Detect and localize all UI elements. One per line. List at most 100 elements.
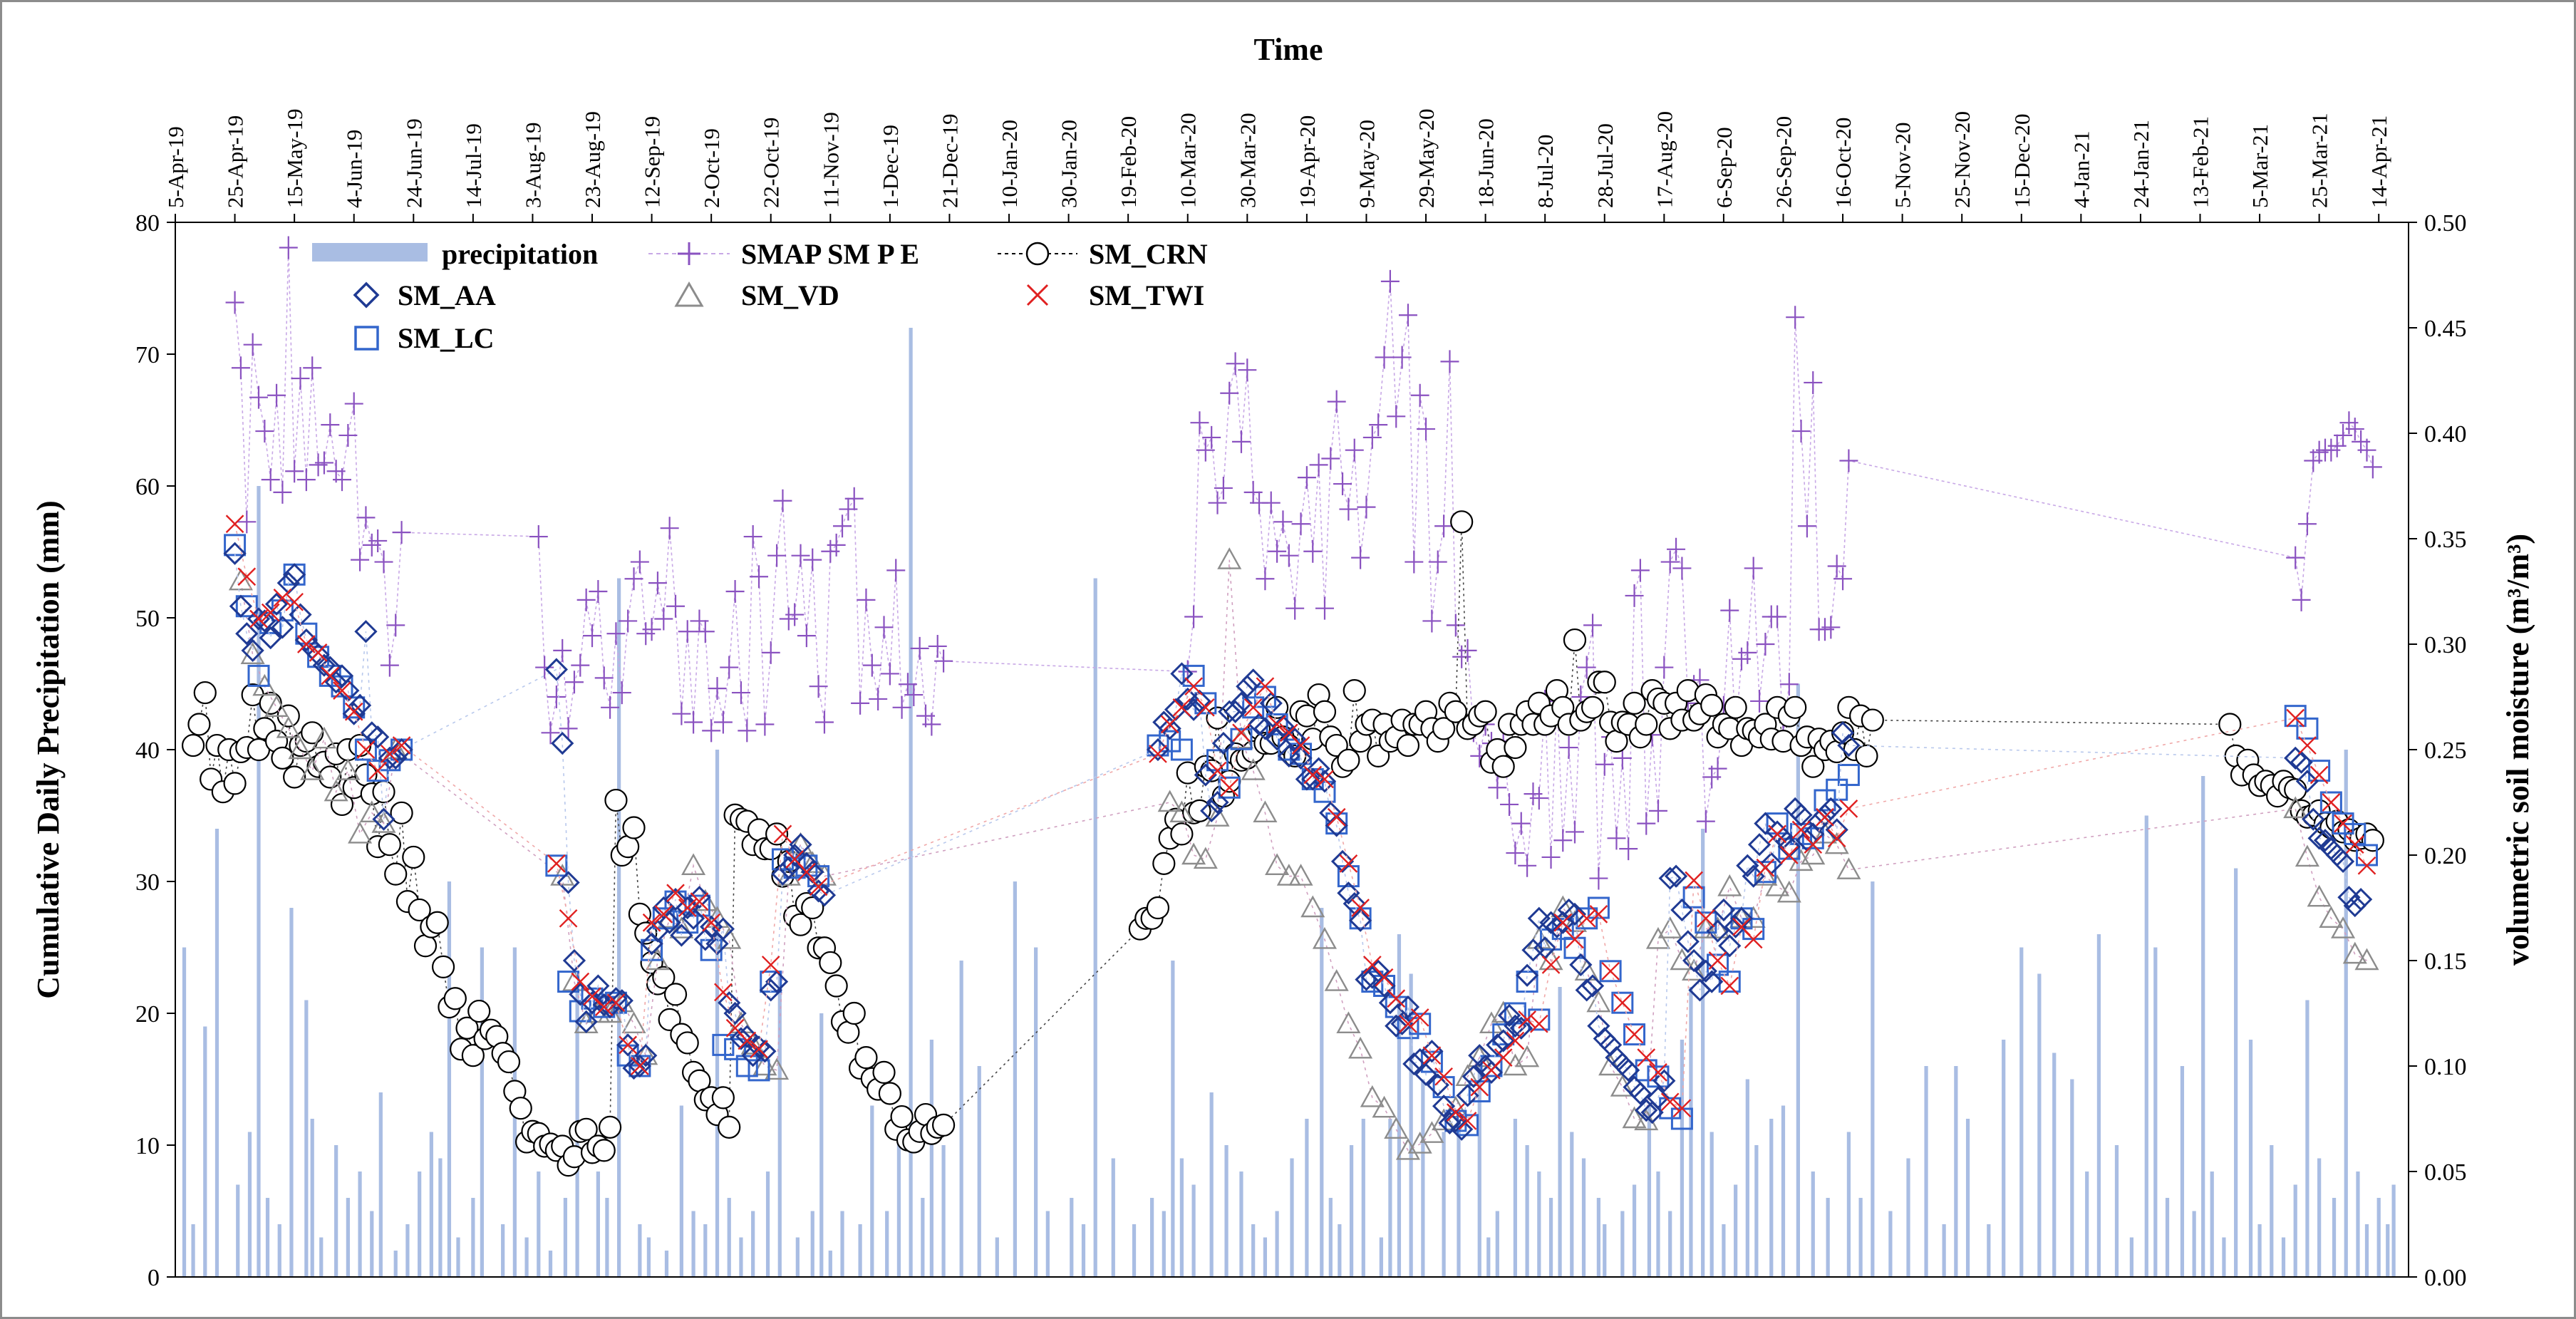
legend-label-aa: SM_AA	[398, 279, 496, 311]
smap-point	[529, 525, 548, 549]
crn-point	[390, 801, 413, 824]
crn-point	[824, 974, 848, 998]
crn-point	[1444, 700, 1467, 723]
smap-point	[803, 548, 822, 571]
x-tick-label: 6-Sep-20	[1712, 127, 1737, 208]
smap-point	[1655, 656, 1674, 679]
precip-bar	[1361, 1119, 1365, 1277]
aa-point	[771, 862, 795, 886]
vd-point	[1682, 958, 1707, 981]
aa-point	[711, 917, 735, 941]
lc-point	[1707, 953, 1729, 976]
twi-point	[1518, 1010, 1536, 1029]
aa-point	[1348, 909, 1372, 932]
crn-point	[711, 1086, 735, 1109]
precip-bar	[646, 1237, 651, 1277]
lc-point	[1623, 1023, 1646, 1046]
lc-point	[783, 857, 806, 879]
precip-bar	[1477, 1066, 1481, 1277]
smap-point	[279, 236, 298, 259]
smap-point	[1226, 352, 1245, 376]
twi-point	[571, 972, 590, 991]
smap-point	[1273, 510, 1293, 534]
smap-point	[1362, 425, 1382, 449]
smap-point	[1553, 829, 1573, 852]
aa-point	[1504, 1014, 1527, 1038]
aa-point	[1188, 689, 1211, 713]
smap-point	[344, 392, 363, 415]
aa-point	[1479, 1060, 1504, 1085]
smap-point	[1667, 537, 1686, 561]
precip-bar	[765, 1171, 770, 1277]
vd-point	[1205, 805, 1230, 827]
vd-point	[1789, 849, 1814, 871]
aa-point	[634, 1044, 658, 1067]
smap-point	[553, 638, 572, 662]
precip-bar	[2317, 1158, 2322, 1277]
aa-point	[1575, 978, 1598, 1002]
precip-bar	[1906, 1158, 1910, 1277]
smap-point	[755, 713, 775, 736]
smap-point	[1202, 425, 1221, 449]
crn-point	[402, 845, 425, 869]
y-left-tick-label: 40	[135, 738, 160, 764]
twi-point	[1434, 1067, 1453, 1086]
aa-point	[1694, 959, 1717, 983]
smap-point	[576, 588, 596, 611]
vd-point	[324, 779, 348, 802]
precip-bar	[2210, 1171, 2214, 1277]
smap-point	[249, 386, 269, 409]
smap-point	[1398, 304, 1417, 327]
smap-point	[1184, 605, 1204, 629]
smap-point	[1791, 420, 1811, 443]
smap-point	[261, 468, 280, 492]
crn-point	[384, 862, 408, 886]
aa-point	[1837, 733, 1861, 757]
aa-point	[223, 542, 247, 565]
smap-point	[809, 675, 828, 698]
lc-point	[604, 991, 627, 1014]
lc-point	[1313, 780, 1336, 803]
smap-point	[589, 580, 608, 603]
y-right-tick-label: 0.45	[2424, 316, 2467, 342]
crn-point	[628, 902, 651, 926]
twi-point	[1649, 1063, 1667, 1082]
precip-bar	[739, 1237, 743, 1277]
twi-point	[1196, 698, 1215, 717]
twi-point	[797, 862, 816, 881]
smap-point	[630, 550, 649, 574]
x-tick-label: 9-May-20	[1354, 120, 1379, 208]
aa-point	[1211, 731, 1236, 755]
precip-bar	[1081, 1224, 1086, 1277]
x-tick-label: 25-Apr-19	[223, 115, 248, 208]
smap-point	[797, 624, 816, 648]
smap-point	[1261, 491, 1281, 514]
precip-bar	[1093, 578, 1097, 1277]
crn-point	[1367, 744, 1390, 767]
aa-point	[1259, 691, 1283, 715]
smap-point	[672, 702, 691, 725]
vd-point	[1324, 969, 1349, 991]
x-tick-label: 5-Apr-19	[163, 126, 188, 208]
smap-point	[713, 710, 733, 734]
smap-point	[1357, 495, 1376, 519]
lc-point	[1551, 918, 1574, 941]
crn-point	[378, 833, 401, 857]
y-left-tick-label: 80	[135, 210, 160, 237]
twi-point	[654, 905, 673, 924]
smap-point	[660, 517, 679, 540]
smap-point	[1214, 476, 1233, 500]
twi-point	[1839, 800, 1858, 818]
smap-point	[1339, 497, 1358, 521]
smap-point	[1327, 390, 1346, 413]
crn-point	[652, 966, 676, 989]
twi-point	[2298, 736, 2317, 755]
smap-point	[1804, 371, 1823, 394]
aa-point	[1247, 713, 1271, 736]
twi-point	[631, 1057, 649, 1075]
crn-point	[193, 681, 217, 705]
aa-point	[1700, 970, 1724, 993]
twi-point	[297, 635, 316, 653]
crn-point	[408, 898, 431, 922]
lc-point	[1230, 728, 1253, 750]
